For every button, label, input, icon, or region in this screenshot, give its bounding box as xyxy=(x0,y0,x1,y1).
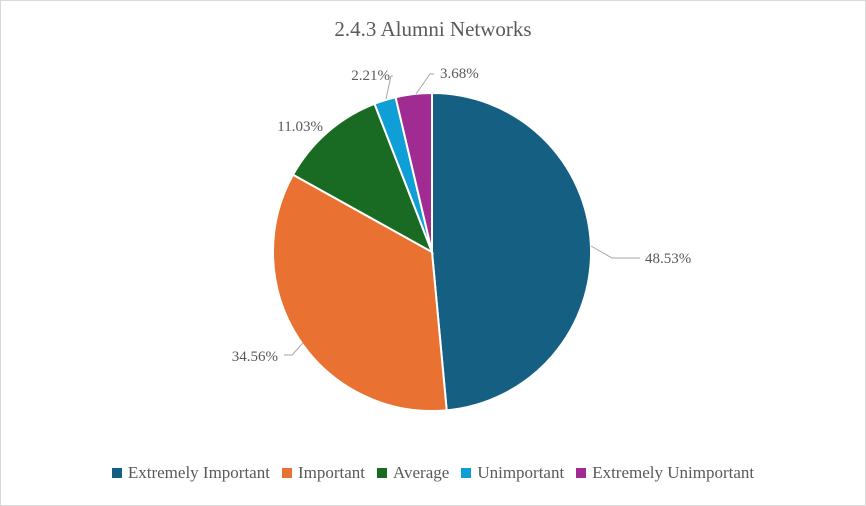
leader-line-unimportant xyxy=(385,75,393,100)
legend-swatch-extremely-important xyxy=(111,468,122,478)
legend-swatch-important xyxy=(281,468,292,478)
data-label-extremely-important: 48.53% xyxy=(645,251,691,267)
legend-swatch-average xyxy=(377,468,387,478)
leader-line-important xyxy=(284,342,304,356)
data-label-important: 34.56% xyxy=(232,349,278,365)
legend-item-extremely-important: Extremely Important xyxy=(111,463,270,483)
pie-slice-average xyxy=(291,102,434,255)
pie-slice-extremely-unimportant xyxy=(394,91,433,253)
legend-label-average: Average xyxy=(393,463,450,482)
legend-item-average: Average xyxy=(377,463,449,483)
legend: Extremely Important Important Average Unimp… xyxy=(0,463,866,483)
data-label-average: 11.03% xyxy=(277,119,323,135)
data-label-extremely-unimportant: 3.68% xyxy=(440,66,479,82)
legend-item-important: Important xyxy=(281,463,365,483)
legend-swatch-extremely-unimportant xyxy=(576,468,587,478)
legend-label-unimportant: Unimportant xyxy=(477,463,565,482)
chart-title: 2.4.3 Alumni Networks xyxy=(334,17,532,41)
pie-slice-extremely-important xyxy=(431,91,593,412)
legend-item-unimportant: Unimportant xyxy=(461,463,564,483)
legend-swatch-unimportant xyxy=(461,468,472,478)
legend-label-extremely-important: Extremely Important xyxy=(127,463,270,482)
leader-line-extremely-important xyxy=(590,245,640,259)
leader-line-extremely-unimportant xyxy=(415,73,434,95)
data-label-unimportant: 2.21% xyxy=(351,68,390,84)
pie-slice-important xyxy=(272,173,448,412)
legend-label-extremely-unimportant: Extremely Unimportant xyxy=(592,463,755,482)
legend-item-extremely-unimportant: Extremely Unimportant xyxy=(576,463,754,483)
legend-label-important: Important xyxy=(297,463,365,482)
